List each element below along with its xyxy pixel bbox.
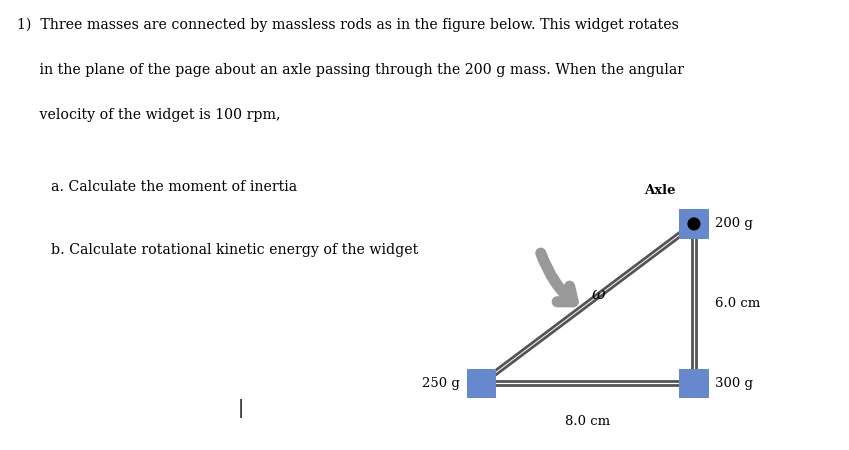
Text: |: | bbox=[238, 400, 244, 419]
Text: 1)  Three masses are connected by massless rods as in the figure below. This wid: 1) Three masses are connected by massles… bbox=[17, 18, 679, 32]
Text: in the plane of the page about an axle passing through the 200 g mass. When the : in the plane of the page about an axle p… bbox=[17, 63, 684, 77]
Circle shape bbox=[688, 218, 700, 230]
Text: 6.0 cm: 6.0 cm bbox=[715, 297, 761, 310]
Bar bbox=[467, 369, 496, 398]
Text: ω: ω bbox=[592, 286, 605, 303]
Text: 8.0 cm: 8.0 cm bbox=[565, 415, 610, 428]
Text: Axle: Axle bbox=[644, 184, 675, 198]
Text: b. Calculate rotational kinetic energy of the widget: b. Calculate rotational kinetic energy o… bbox=[51, 243, 419, 257]
Text: 300 g: 300 g bbox=[715, 377, 753, 390]
Text: a. Calculate the moment of inertia: a. Calculate the moment of inertia bbox=[51, 180, 297, 194]
Text: velocity of the widget is 100 rpm,: velocity of the widget is 100 rpm, bbox=[17, 108, 280, 122]
Text: 250 g: 250 g bbox=[422, 377, 460, 390]
Text: 200 g: 200 g bbox=[715, 217, 753, 230]
Bar bbox=[679, 209, 709, 238]
Bar bbox=[679, 369, 709, 398]
